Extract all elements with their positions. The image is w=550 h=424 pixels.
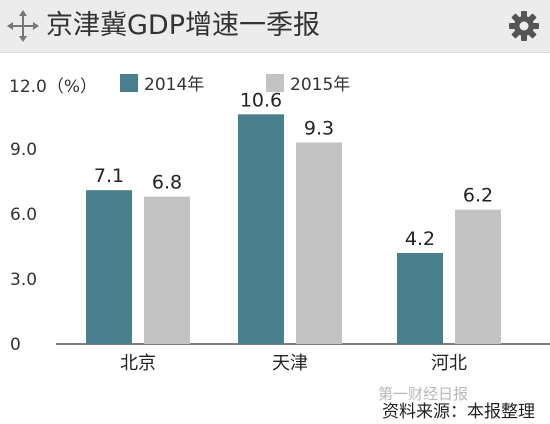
watermark: 第一财经日报 [378, 385, 469, 403]
header-bar: 京津冀GDP增速一季报 [0, 0, 550, 53]
chart-area: 12.0（%） 0 3.0 6.0 9.0 2014年 2015年 7.1 6.8 北京 10.6 9… [0, 52, 550, 420]
bar [296, 142, 342, 344]
move-icon[interactable] [6, 9, 40, 43]
y-tick-label: 9.0 [10, 140, 37, 160]
source-note: 资料来源：本报整理 [382, 402, 535, 422]
data-label: 6.2 [463, 185, 493, 207]
bar-chart: 12.0（%） 0 3.0 6.0 9.0 2014年 2015年 7.1 6.8 北京 10.6 9… [9, 74, 550, 374]
legend-label: 2014年 [144, 75, 204, 95]
bar [455, 209, 501, 344]
y-axis-label: 12.0（%） [9, 77, 97, 97]
data-label: 9.3 [304, 118, 334, 140]
x-tick-label: 天津 [272, 353, 308, 374]
x-tick-label: 河北 [431, 353, 467, 374]
data-label: 6.8 [152, 172, 182, 194]
bar [144, 196, 190, 344]
y-tick-label: 3.0 [10, 270, 37, 290]
x-tick-label: 北京 [120, 353, 156, 374]
bar [238, 114, 284, 344]
data-label: 10.6 [240, 89, 282, 111]
legend-swatch [120, 74, 138, 92]
y-tick-label: 0 [10, 335, 21, 355]
bar [397, 253, 443, 344]
legend-label: 2015年 [290, 75, 350, 95]
y-tick-label: 6.0 [10, 205, 37, 225]
bar [86, 190, 132, 344]
data-label: 7.1 [94, 165, 124, 187]
gear-icon[interactable] [508, 10, 540, 42]
page-title: 京津冀GDP增速一季报 [46, 10, 320, 41]
legend-swatch [266, 74, 284, 92]
data-label: 4.2 [405, 228, 435, 250]
